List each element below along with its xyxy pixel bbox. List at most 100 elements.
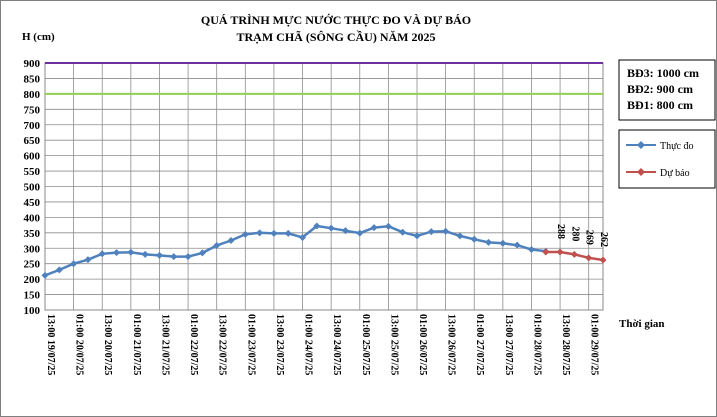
- data-point-observed: [227, 237, 235, 245]
- data-point-forecast: [542, 248, 550, 256]
- grid: [44, 62, 604, 311]
- data-point-observed: [256, 229, 264, 237]
- x-tick-label: 13:00 27/07/25: [503, 314, 514, 375]
- x-tick-label: 01:00 22/07/25: [188, 314, 199, 375]
- x-tick-label: 01:00 28/07/25: [531, 314, 542, 375]
- data-point-observed: [527, 245, 535, 253]
- forecast-data-label: 269: [584, 230, 595, 245]
- x-tick-labels: 13:00 19/07/25 01:00 20/07/25 13:00 20/07/…: [45, 314, 600, 375]
- data-point-observed: [141, 250, 149, 258]
- x-axis-label: Thời gian: [619, 318, 665, 330]
- chart-title-line2: TRẠM CHÃ (SÔNG CẦU) NĂM 2025: [237, 29, 436, 44]
- data-point-observed: [155, 251, 163, 259]
- legend-marker-observed: [637, 141, 645, 149]
- y-tick-label: 450: [24, 197, 41, 209]
- series-lines: [41, 222, 607, 279]
- data-point-observed: [284, 229, 292, 237]
- alarm-level-1: BĐ1: 800 cm: [627, 98, 693, 112]
- x-tick-label: 01:00 20/07/25: [74, 314, 85, 375]
- data-point-observed: [485, 238, 493, 246]
- x-tick-label: 01:00 29/07/25: [589, 314, 600, 375]
- data-point-observed: [399, 228, 407, 236]
- alarm-level-3: BĐ3: 1000 cm: [627, 66, 699, 80]
- alarm-reference-lines: [45, 62, 603, 95]
- data-point-observed: [470, 235, 478, 243]
- data-point-forecast: [599, 256, 607, 264]
- alarm-level-2: BĐ2: 900 cm: [627, 82, 693, 96]
- x-tick-label: 01:00 27/07/25: [474, 314, 485, 375]
- forecast-data-label: 288: [555, 224, 566, 239]
- x-tick-label: 01:00 25/07/25: [360, 314, 371, 375]
- y-tick-label: 250: [24, 259, 41, 271]
- data-point-observed: [513, 241, 521, 249]
- data-point-observed: [313, 222, 321, 230]
- y-tick-label: 350: [24, 228, 41, 240]
- data-point-observed: [384, 222, 392, 230]
- data-point-observed: [198, 249, 206, 257]
- data-point-observed: [55, 266, 63, 274]
- x-tick-label: 13:00 28/07/25: [560, 314, 571, 375]
- data-point-observed: [356, 229, 364, 237]
- x-tick-label: 13:00 21/07/25: [159, 314, 170, 375]
- chart-title-line1: QUÁ TRÌNH MỰC NƯỚC THỰC ĐO VÀ DỰ BÁO: [201, 13, 471, 27]
- data-point-observed: [213, 241, 221, 249]
- y-tick-label: 200: [24, 274, 41, 286]
- x-tick-label: 01:00 24/07/25: [303, 314, 314, 375]
- legend-label-forecast: Dự báo: [660, 168, 690, 179]
- data-point-observed: [413, 232, 421, 240]
- y-tick-label: 300: [24, 243, 41, 255]
- y-tick-label: 900: [24, 58, 41, 70]
- y-tick-label: 100: [24, 305, 41, 317]
- y-tick-label: 750: [24, 104, 41, 116]
- data-point-observed: [370, 224, 378, 232]
- data-point-observed: [84, 256, 92, 264]
- data-point-observed: [113, 249, 121, 257]
- y-axis-label: H (cm): [22, 31, 55, 43]
- data-point-observed: [270, 229, 278, 237]
- data-point-observed: [98, 250, 106, 258]
- data-point-observed: [41, 271, 49, 279]
- legend-label-observed: Thực đo: [660, 141, 693, 152]
- data-point-observed: [170, 253, 178, 261]
- alarm-level-box: BĐ3: 1000 cm BĐ2: 900 cm BĐ1: 800 cm: [618, 59, 716, 121]
- data-point-observed: [499, 239, 507, 247]
- x-tick-label: 01:00 21/07/25: [131, 314, 142, 375]
- data-point-forecast: [585, 254, 593, 262]
- x-tick-label: 13:00 26/07/25: [446, 314, 457, 375]
- x-tick-label: 13:00 20/07/25: [102, 314, 113, 375]
- x-tick-label: 13:00 25/07/25: [388, 314, 399, 375]
- x-tick-label: 13:00 24/07/25: [331, 314, 342, 375]
- legend-marker-forecast: [637, 168, 645, 176]
- data-point-observed: [456, 232, 464, 240]
- y-tick-label: 400: [24, 212, 41, 224]
- data-point-observed: [427, 228, 435, 236]
- data-point-observed: [442, 227, 450, 235]
- x-tick-label: 13:00 23/07/25: [274, 314, 285, 375]
- y-tick-label: 500: [24, 182, 41, 194]
- y-tick-label: 650: [24, 135, 41, 147]
- y-tick-label: 150: [24, 290, 41, 302]
- y-tick-labels: 100 150 200 250 300 350 400 450 500 550 600 650 700 7…: [24, 58, 41, 317]
- data-point-forecast: [556, 248, 564, 256]
- data-point-observed: [299, 233, 307, 241]
- data-point-observed: [70, 260, 78, 268]
- y-tick-label: 800: [24, 89, 41, 101]
- data-point-observed: [327, 224, 335, 232]
- forecast-data-label: 262: [598, 232, 609, 247]
- data-point-observed: [341, 227, 349, 235]
- x-tick-label: 13:00 22/07/25: [217, 314, 228, 375]
- legend: Thực đo Dự báo: [618, 129, 716, 189]
- data-point-observed: [241, 230, 249, 238]
- x-tick-label: 13:00 19/07/25: [45, 314, 56, 375]
- y-tick-label: 850: [24, 73, 41, 85]
- data-point-observed: [184, 253, 192, 261]
- x-tick-label: 01:00 23/07/25: [245, 314, 256, 375]
- data-point-observed: [127, 248, 135, 256]
- data-labels: 288 280 269 262: [555, 224, 609, 247]
- x-tick-label: 01:00 26/07/25: [417, 314, 428, 375]
- y-tick-label: 700: [24, 120, 41, 132]
- y-tick-label: 550: [24, 166, 41, 178]
- forecast-data-label: 280: [569, 226, 580, 241]
- data-point-forecast: [570, 250, 578, 258]
